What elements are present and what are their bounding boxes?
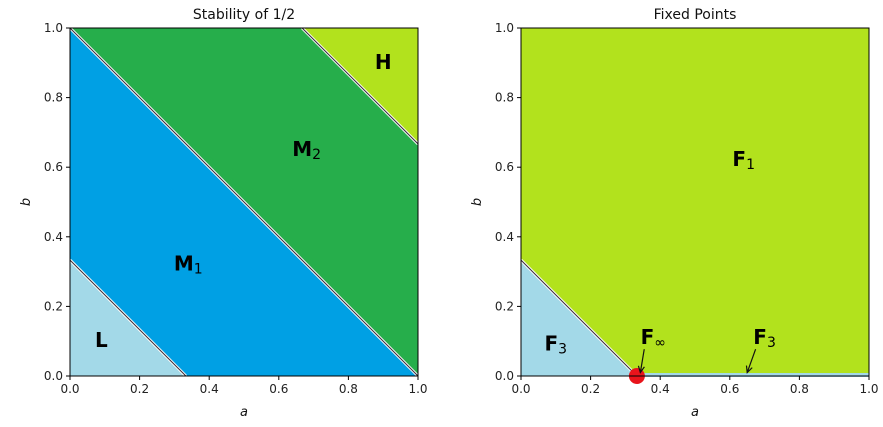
- fixed-points-xtick-label: 0.4: [651, 382, 670, 396]
- stability-ytick-label: 0.0: [44, 369, 63, 383]
- fixed-points-label-f3: F3: [545, 331, 568, 358]
- stability-xtick-label: 0.6: [269, 382, 288, 396]
- stability-label-m2: M2: [292, 136, 321, 163]
- fixed-points-title: Fixed Points: [654, 7, 737, 23]
- stability-label-h: H: [375, 49, 392, 73]
- fixed-points-ytick-label: 0.2: [495, 299, 514, 313]
- stability-y-axis-label: b: [19, 198, 34, 206]
- fixed-points-annotation-arrowhead-0: [637, 365, 645, 374]
- stability-x-axis-label: a: [240, 405, 248, 420]
- stability-ytick-label: 0.4: [44, 230, 63, 244]
- fixed-points-annotation-arrow-1: [746, 348, 757, 373]
- fixed-points-annotation-1: F3: [753, 325, 776, 352]
- stability-panel: L M1 M2 H 0.0 0.2 0.4 0.6 0.8 1.0 0.0 0.2 0.4 0.6 0.8 1…: [19, 7, 428, 420]
- stability-label-l: L: [95, 328, 108, 352]
- fixed-points-xtick-label: 0.6: [720, 382, 739, 396]
- stability-xtick-label: 1.0: [408, 382, 427, 396]
- stability-boundary-line: [69, 259, 187, 377]
- fixed-points-xtick-label: 0.8: [790, 382, 809, 396]
- stability-boundary-line: [301, 27, 419, 145]
- fixed-points-ytick-label: 0.6: [495, 160, 514, 174]
- fixed-points-ytick-label: 1.0: [495, 21, 514, 35]
- fixed-points-xtick-label: 0.0: [511, 382, 530, 396]
- fixed-points-axes-frame: [520, 27, 870, 377]
- fixed-points-y-axis-label: b: [470, 198, 485, 206]
- stability-xtick-label: 0.2: [130, 382, 149, 396]
- fixed-points-ytick-label: 0.0: [495, 369, 514, 383]
- stability-boundary-line: [69, 27, 419, 377]
- fixed-points-label-f1: F1: [732, 147, 755, 174]
- fixed-points-x-axis-label: a: [691, 405, 699, 420]
- fixed-points-boundary-line: [520, 259, 638, 377]
- fixed-points-annotation-arrowhead-1: [745, 365, 753, 374]
- stability-xtick-label: 0.0: [60, 382, 79, 396]
- stability-xtick-label: 0.8: [339, 382, 358, 396]
- fixed-points-xtick-label: 0.2: [581, 382, 600, 396]
- stability-title: Stability of 1/2: [193, 7, 295, 23]
- stability-ytick-label: 1.0: [44, 21, 63, 35]
- fixed-points-panel: F1 F3 F∞ F3 0.0 0.2 0.4 0.6 0.8 1.0 0.0 0.2 0.4 0.6 0.…: [470, 7, 879, 420]
- stability-ytick-label: 0.6: [44, 160, 63, 174]
- fixed-points-annotation-arrow-0: [639, 349, 645, 373]
- fixed-points-ytick-label: 0.4: [495, 230, 514, 244]
- fixed-points-xtick-label: 1.0: [859, 382, 878, 396]
- stability-xtick-label: 0.4: [200, 382, 219, 396]
- stability-label-m1: M1: [174, 251, 203, 278]
- fixed-points-annotation-0: F∞: [641, 325, 666, 352]
- stability-ytick-label: 0.8: [44, 91, 63, 105]
- fixed-points-ytick-label: 0.8: [495, 91, 514, 105]
- stability-axes-frame: [69, 27, 419, 377]
- stability-ytick-label: 0.2: [44, 299, 63, 313]
